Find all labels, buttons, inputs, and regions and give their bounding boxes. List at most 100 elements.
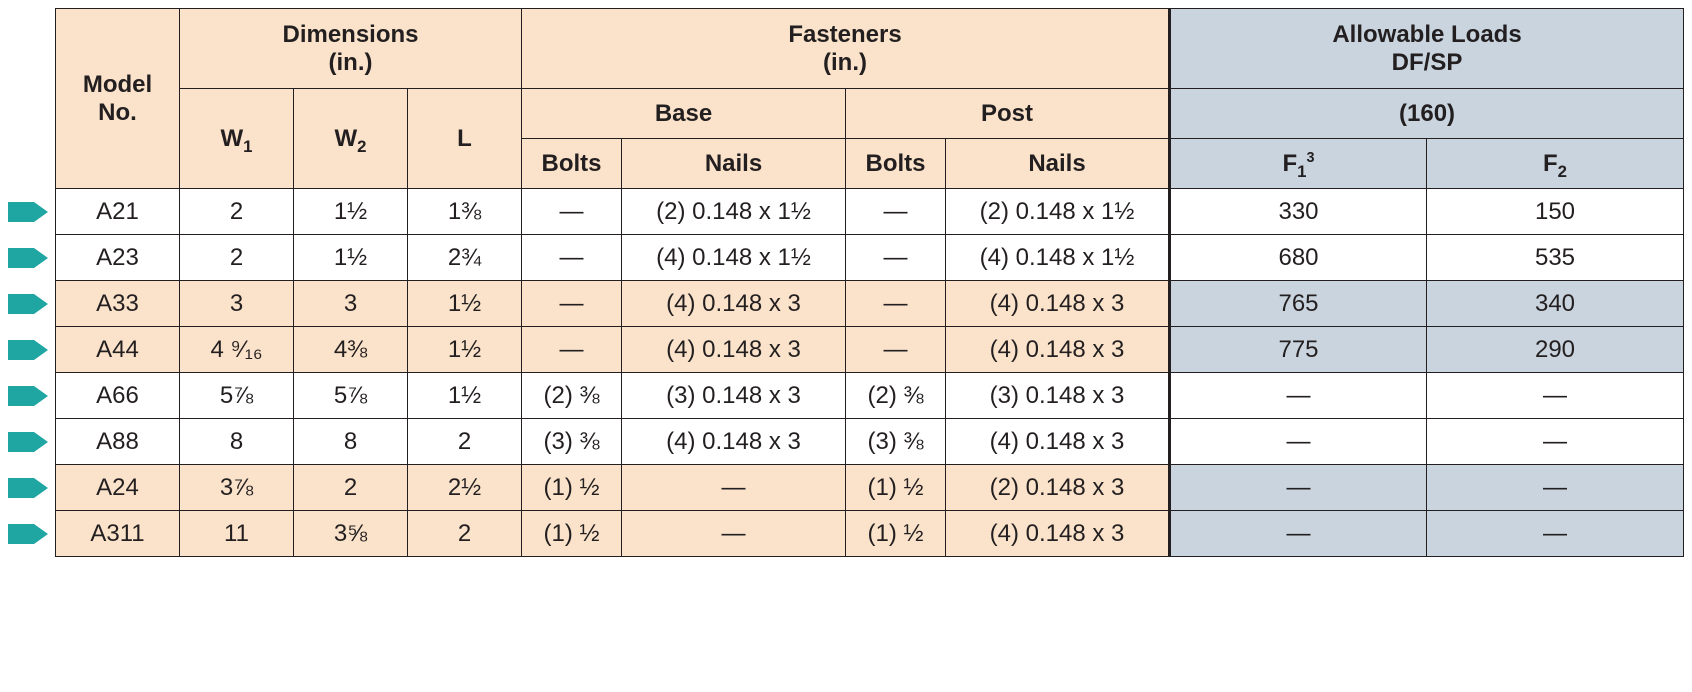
cell-post_bolts: — bbox=[846, 327, 946, 373]
col-header-allowable-loads: Allowable LoadsDF/SP bbox=[1170, 9, 1684, 89]
cell-base_bolts: — bbox=[522, 281, 622, 327]
cell-f1: — bbox=[1170, 465, 1427, 511]
cell-post_nails: (4) 0.148 x 3 bbox=[946, 327, 1170, 373]
cell-base_bolts: — bbox=[522, 327, 622, 373]
col-header-model-no: ModelNo. bbox=[56, 9, 180, 189]
col-header-f1: F13 bbox=[1170, 139, 1427, 189]
cell-base_nails: (4) 0.148 x 3 bbox=[622, 419, 846, 465]
col-header-post: Post bbox=[846, 89, 1170, 139]
cell-l: 1⅜ bbox=[408, 189, 522, 235]
cell-f2: 340 bbox=[1427, 281, 1684, 327]
cell-w1: 5⅞ bbox=[180, 373, 294, 419]
cell-w2: 1½ bbox=[294, 235, 408, 281]
cell-w1: 2 bbox=[180, 189, 294, 235]
col-header-base-bolts: Bolts bbox=[522, 139, 622, 189]
cell-base_nails: (3) 0.148 x 3 bbox=[622, 373, 846, 419]
cell-l: 1½ bbox=[408, 327, 522, 373]
cell-base_bolts: (3) ⅜ bbox=[522, 419, 622, 465]
cell-base_bolts: — bbox=[522, 189, 622, 235]
col-header-l: L bbox=[408, 89, 522, 189]
cell-w2: 4⅜ bbox=[294, 327, 408, 373]
cell-model: A88 bbox=[56, 419, 180, 465]
cell-w1: 3⅞ bbox=[180, 465, 294, 511]
col-header-w2: W2 bbox=[294, 89, 408, 189]
cell-l: 2 bbox=[408, 511, 522, 557]
cell-post_bolts: (3) ⅜ bbox=[846, 419, 946, 465]
cell-base_nails: (4) 0.148 x 1½ bbox=[622, 235, 846, 281]
cell-model: A23 bbox=[56, 235, 180, 281]
cell-f2: — bbox=[1427, 511, 1684, 557]
table-row: A311113⅝2(1) ½—(1) ½(4) 0.148 x 3—— bbox=[56, 511, 1684, 557]
cell-w2: 3⅝ bbox=[294, 511, 408, 557]
cell-base_nails: (4) 0.148 x 3 bbox=[622, 327, 846, 373]
cell-l: 2¾ bbox=[408, 235, 522, 281]
cell-l: 2½ bbox=[408, 465, 522, 511]
cell-base_bolts: — bbox=[522, 235, 622, 281]
cell-w2: 5⅞ bbox=[294, 373, 408, 419]
col-header-base: Base bbox=[522, 89, 846, 139]
cell-w1: 4 ⁹⁄₁₆ bbox=[180, 327, 294, 373]
cell-f1: 680 bbox=[1170, 235, 1427, 281]
cell-w2: 1½ bbox=[294, 189, 408, 235]
cell-post_nails: (4) 0.148 x 3 bbox=[946, 511, 1170, 557]
table-row: A88882(3) ⅜(4) 0.148 x 3(3) ⅜(4) 0.148 x… bbox=[56, 419, 1684, 465]
col-header-w1: W1 bbox=[180, 89, 294, 189]
col-header-dimensions: Dimensions(in.) bbox=[180, 9, 522, 89]
cell-model: A44 bbox=[56, 327, 180, 373]
cell-post_nails: (2) 0.148 x 3 bbox=[946, 465, 1170, 511]
cell-post_nails: (4) 0.148 x 3 bbox=[946, 281, 1170, 327]
cell-f1: — bbox=[1170, 511, 1427, 557]
cell-f1: 765 bbox=[1170, 281, 1427, 327]
cell-post_nails: (4) 0.148 x 3 bbox=[946, 419, 1170, 465]
col-header-post-nails: Nails bbox=[946, 139, 1170, 189]
cell-f2: — bbox=[1427, 419, 1684, 465]
table-row: A33331½—(4) 0.148 x 3—(4) 0.148 x 376534… bbox=[56, 281, 1684, 327]
cell-f1: — bbox=[1170, 419, 1427, 465]
cell-model: A311 bbox=[56, 511, 180, 557]
spec-table: ModelNo. Dimensions(in.) Fasteners(in.) … bbox=[55, 8, 1684, 557]
cell-model: A24 bbox=[56, 465, 180, 511]
cell-f1: — bbox=[1170, 373, 1427, 419]
cell-post_bolts: (2) ⅜ bbox=[846, 373, 946, 419]
cell-l: 1½ bbox=[408, 281, 522, 327]
cell-w1: 3 bbox=[180, 281, 294, 327]
cell-base_bolts: (1) ½ bbox=[522, 511, 622, 557]
cell-post_bolts: (1) ½ bbox=[846, 465, 946, 511]
cell-f1: 330 bbox=[1170, 189, 1427, 235]
table-row: A2321½2¾—(4) 0.148 x 1½—(4) 0.148 x 1½68… bbox=[56, 235, 1684, 281]
cell-model: A66 bbox=[56, 373, 180, 419]
cell-w2: 3 bbox=[294, 281, 408, 327]
cell-w2: 8 bbox=[294, 419, 408, 465]
cell-f2: — bbox=[1427, 373, 1684, 419]
cell-post_nails: (4) 0.148 x 1½ bbox=[946, 235, 1170, 281]
cell-w1: 8 bbox=[180, 419, 294, 465]
col-header-base-nails: Nails bbox=[622, 139, 846, 189]
table-row: A2121½1⅜—(2) 0.148 x 1½—(2) 0.148 x 1½33… bbox=[56, 189, 1684, 235]
cell-post_nails: (2) 0.148 x 1½ bbox=[946, 189, 1170, 235]
cell-base_bolts: (1) ½ bbox=[522, 465, 622, 511]
cell-f2: — bbox=[1427, 465, 1684, 511]
cell-w2: 2 bbox=[294, 465, 408, 511]
cell-base_nails: (2) 0.148 x 1½ bbox=[622, 189, 846, 235]
col-header-loads-160: (160) bbox=[1170, 89, 1684, 139]
cell-model: A33 bbox=[56, 281, 180, 327]
col-header-post-bolts: Bolts bbox=[846, 139, 946, 189]
cell-l: 2 bbox=[408, 419, 522, 465]
table-row: A444 ⁹⁄₁₆4⅜1½—(4) 0.148 x 3—(4) 0.148 x … bbox=[56, 327, 1684, 373]
cell-base_nails: (4) 0.148 x 3 bbox=[622, 281, 846, 327]
table-row: A665⅞5⅞1½(2) ⅜(3) 0.148 x 3(2) ⅜(3) 0.14… bbox=[56, 373, 1684, 419]
cell-l: 1½ bbox=[408, 373, 522, 419]
cell-post_bolts: — bbox=[846, 281, 946, 327]
table-body: A2121½1⅜—(2) 0.148 x 1½—(2) 0.148 x 1½33… bbox=[56, 189, 1684, 557]
cell-post_bolts: — bbox=[846, 235, 946, 281]
col-header-fasteners: Fasteners(in.) bbox=[522, 9, 1170, 89]
cell-w1: 11 bbox=[180, 511, 294, 557]
cell-f2: 150 bbox=[1427, 189, 1684, 235]
cell-post_nails: (3) 0.148 x 3 bbox=[946, 373, 1170, 419]
col-header-f2: F2 bbox=[1427, 139, 1684, 189]
cell-post_bolts: (1) ½ bbox=[846, 511, 946, 557]
cell-base_nails: — bbox=[622, 465, 846, 511]
cell-w1: 2 bbox=[180, 235, 294, 281]
cell-f2: 290 bbox=[1427, 327, 1684, 373]
cell-model: A21 bbox=[56, 189, 180, 235]
